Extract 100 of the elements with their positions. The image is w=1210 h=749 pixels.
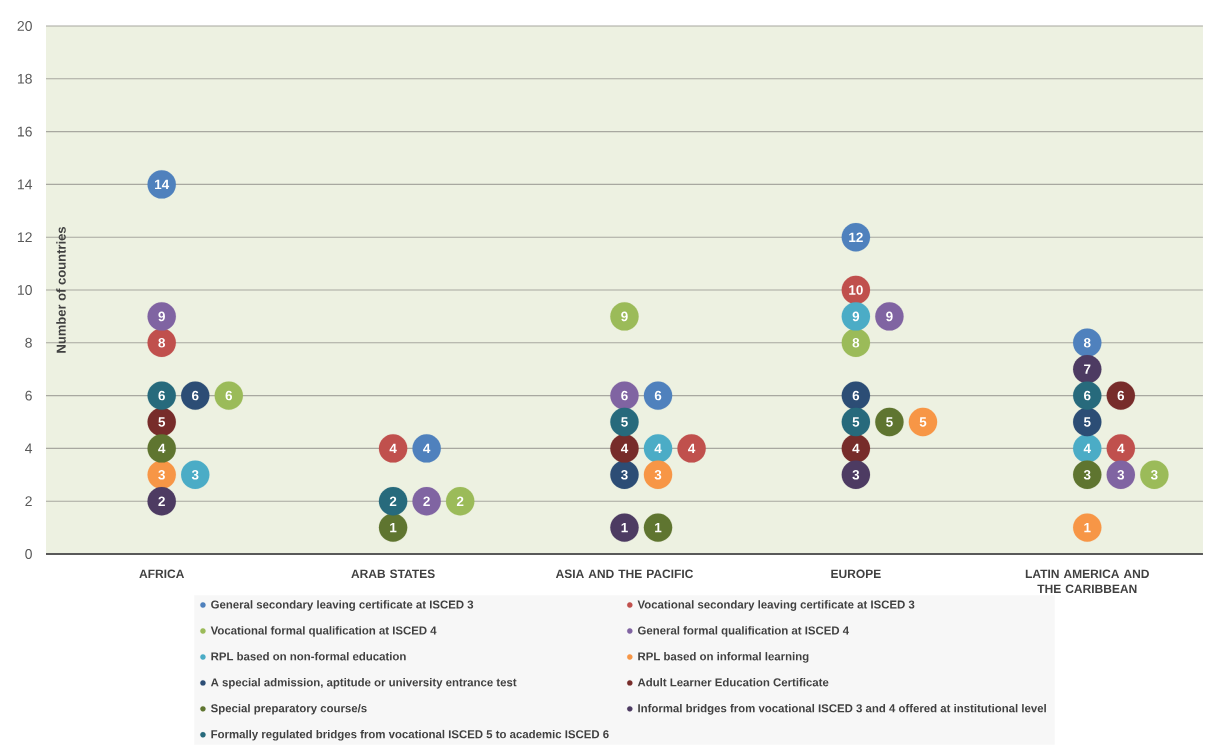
point [1072,513,1102,542]
data-label: 8 [158,338,166,348]
point [147,460,176,490]
data-label: 3 [1150,470,1158,480]
data-label: 4 [688,443,696,454]
point [610,381,639,410]
legend-label: General secondary leaving certificate at ISCED 3 [211,600,474,611]
data-label: 1 [655,522,662,533]
point [841,460,871,490]
legend-label: Vocational secondary leaving certificate at ISCED 3 [637,600,915,611]
data-label: 3 [158,470,165,480]
data-label: 6 [1084,390,1091,401]
y-tick-label: 20 [17,21,32,31]
legend-label: Formally regulated bridges from vocational ISCED 5 to academic ISCED 6 [211,729,609,741]
legend-label: Vocational formal qualification at ISCED 4 [210,626,437,637]
data-label: 9 [852,311,860,322]
data-label: 10 [849,285,863,295]
point [1072,381,1102,410]
data-label: 6 [1117,390,1125,401]
y-tick-label: 0 [25,549,32,559]
data-label: 4 [852,443,860,454]
data-label: 4 [423,443,431,454]
point [147,381,176,410]
data-label: 6 [654,390,662,401]
x-tick-label: ARAB STATES [351,569,435,579]
data-label: 2 [389,496,397,506]
data-label: 3 [654,470,662,480]
data-label: 3 [852,470,860,480]
data-label: 5 [919,417,927,427]
x-tick-label: EUROPE [831,569,881,579]
y-tick-label: 4 [25,443,33,454]
data-label: 14 [155,179,170,190]
y-tick-label: 18 [17,73,32,84]
y-tick-label: 8 [25,337,32,348]
legend-label: A special admission, aptitude or university entrance test [210,678,517,689]
data-label: 6 [158,390,165,401]
data-label: 5 [852,417,860,427]
data-label: 4 [1117,443,1125,454]
point [841,328,871,358]
x-tick-label: LATIN AMERICA AND THE CARIBBEAN [1025,569,1149,594]
point [841,407,871,437]
point [147,434,176,463]
y-tick-label: 2 [25,496,32,507]
data-label: 9 [886,311,893,322]
legend-label: Adult Learner Education Certificate [637,678,829,687]
point [147,407,176,437]
point [610,460,639,490]
data-label: 5 [158,417,166,427]
data-label: 6 [852,390,860,401]
legend-label: RPL based on informal learning [638,652,809,663]
legend-label: General formal qualification at ISCED 4 [637,626,850,637]
point [1072,328,1102,358]
point [147,328,176,358]
data-label: 5 [886,417,893,427]
data-label: 2 [423,496,430,506]
point [1072,354,1102,384]
y-tick-label: 6 [25,390,32,401]
data-label: 3 [191,470,199,480]
x-tick-label: ASIA AND THE PACIFIC [555,569,694,579]
point [1072,434,1102,463]
data-label: 9 [621,311,628,322]
data-label: 2 [456,496,464,506]
data-label: 1 [390,522,397,533]
data-label: 5 [1083,417,1091,427]
data-label: 2 [158,496,165,506]
y-tick-label: 10 [17,285,32,295]
point [841,381,871,410]
legend-label: Special preparatory course/s [210,703,367,715]
point [1072,407,1102,437]
data-label: 3 [1117,470,1125,480]
point [378,486,408,516]
data-label: 8 [852,338,860,348]
legend-label: RPL based on non-formal education [211,652,406,661]
data-label: 9 [158,311,165,322]
data-label: 6 [621,390,628,401]
data-label: 3 [621,470,628,480]
data-label: 3 [1083,470,1091,480]
point [147,302,176,331]
point [147,486,176,516]
data-label: 4 [620,443,629,454]
point [610,434,639,463]
x-tick-label: AFRICA [139,569,185,579]
point [610,513,639,542]
data-label: 4 [654,443,662,454]
data-label: 5 [621,417,628,427]
y-axis-title: Number of countries [56,226,66,353]
point [841,302,871,331]
data-label: 7 [1084,364,1091,374]
data-label: 6 [191,390,199,401]
y-tick-label: 12 [17,232,32,243]
data-label: 12 [849,232,863,242]
point [610,407,639,437]
data-label: 8 [1083,338,1091,348]
point [841,434,871,463]
data-label: 4 [158,443,166,454]
data-label: 4 [389,443,397,454]
data-label: 1 [621,522,628,533]
y-tick-label: 16 [17,126,32,137]
data-label: 4 [1083,443,1091,454]
point [378,434,408,463]
